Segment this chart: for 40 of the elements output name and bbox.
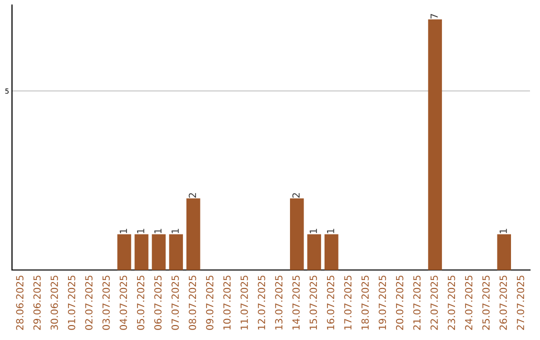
x-tick-label: 22.07.2025 [430,276,438,330]
x-tick-label: 14.07.2025 [292,276,300,330]
x-tick-label: 09.07.2025 [206,276,214,330]
data-label: 1 [120,228,127,234]
x-tick-label: 18.07.2025 [361,276,369,330]
x-tick-label: 11.07.2025 [240,276,248,330]
data-label: 1 [310,228,317,234]
data-label: 1 [500,228,507,234]
x-tick-label: 19.07.2025 [378,276,386,330]
x-tick-label: 29.06.2025 [33,276,41,330]
x-tick-label: 13.07.2025 [275,276,282,330]
data-label: 1 [172,228,179,234]
x-tick-label: 25.07.2025 [482,276,490,330]
data-label: 2 [188,193,196,198]
x-tick-label: 17.07.2025 [344,276,352,330]
x-tick-label: 26.07.2025 [500,276,507,330]
x-tick-label: 20.07.2025 [396,276,404,330]
data-label: 1 [327,228,334,234]
data-label: 1 [137,228,144,234]
x-tick-label: 15.07.2025 [310,276,317,330]
x-tick-label: 21.07.2025 [413,276,421,330]
x-tick-label: 08.07.2025 [188,276,196,330]
x-tick-label: 23.07.2025 [448,276,456,330]
data-label: 1 [154,228,162,234]
x-tick-label: 02.07.2025 [85,276,93,330]
x-tick-label: 16.07.2025 [326,276,334,330]
x-tick-label: 28.06.2025 [16,276,24,330]
data-label: 7 [430,14,438,19]
data-label: 2 [292,193,300,198]
x-tick-label: 05.07.2025 [136,276,144,330]
x-tick-label: 10.07.2025 [223,276,231,330]
x-tick-label: 12.07.2025 [258,276,266,330]
x-tick-label: 27.07.2025 [516,276,524,330]
x-tick-label: 03.07.2025 [102,276,110,330]
x-tick-label: 30.06.2025 [50,276,58,330]
x-tick-label: 06.07.2025 [154,276,162,330]
x-tick-label: 01.07.2025 [68,276,76,330]
x-tick-label: 24.07.2025 [465,276,472,330]
x-tick-label: 04.07.2025 [120,276,128,330]
x-tick-label: 07.07.2025 [172,276,179,330]
